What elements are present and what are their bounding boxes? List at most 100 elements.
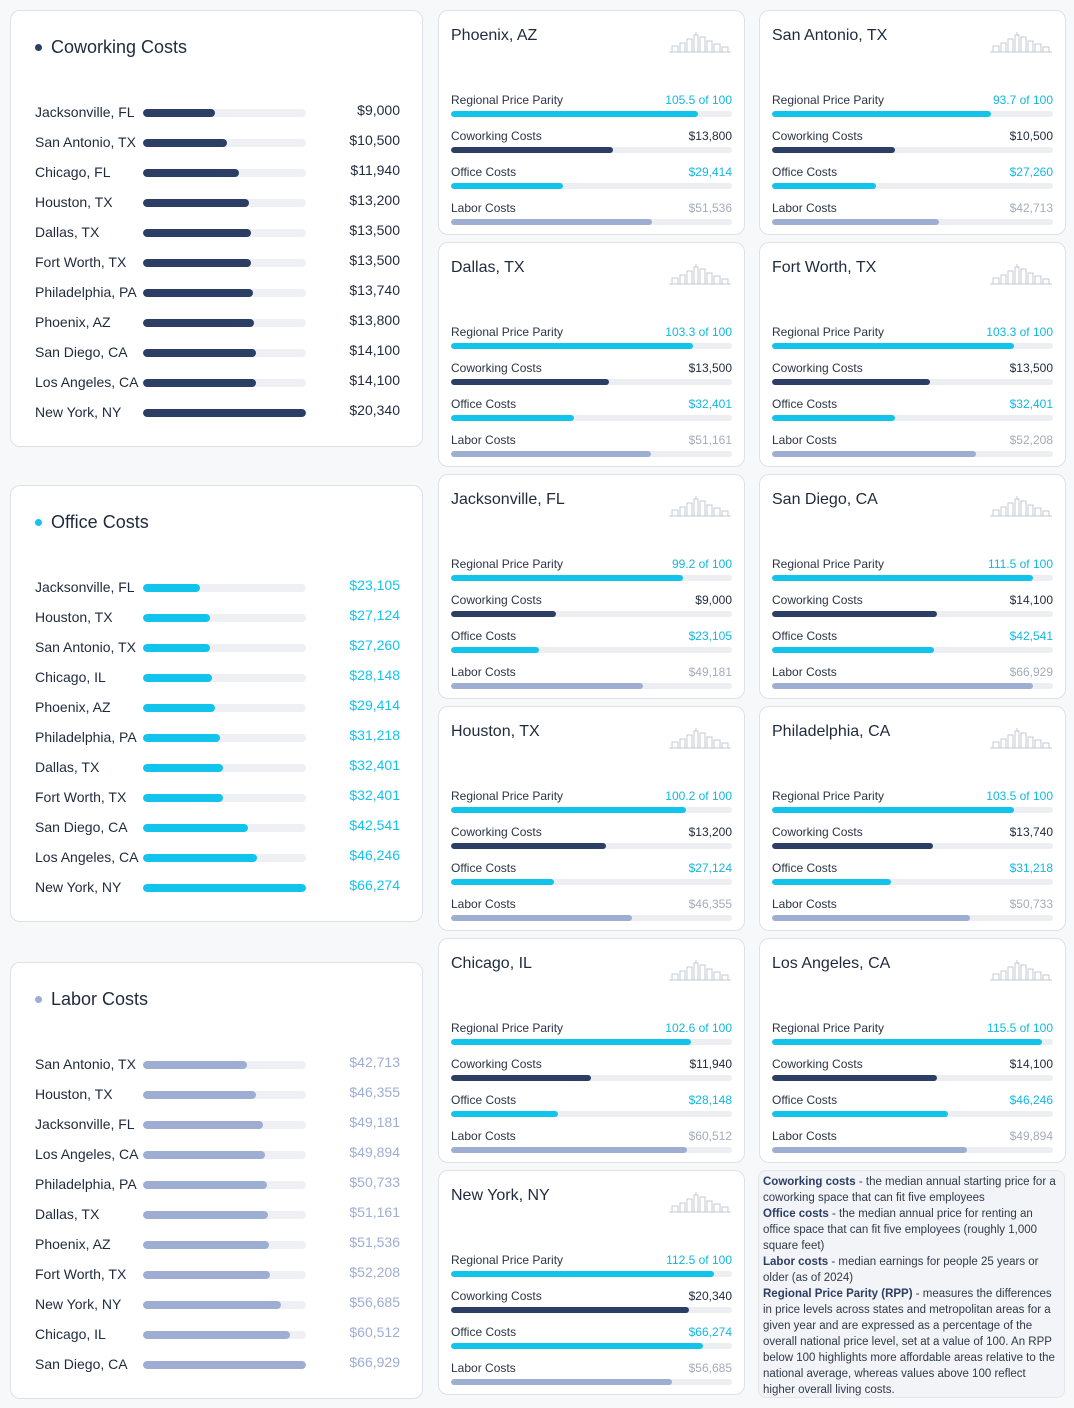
metric-labor: Labor Costs $51,161 xyxy=(451,433,732,469)
metric-coworking: Coworking Costs $14,100 xyxy=(772,1057,1053,1093)
metric-rpp: Regional Price Parity 115.5 of 100 xyxy=(772,1021,1053,1057)
ranking-city: San Antonio, TX xyxy=(35,1056,136,1072)
ranking-value: $60,512 xyxy=(349,1324,400,1340)
definition-labor: Labor costs - median earnings for people… xyxy=(763,1256,1039,1284)
ranking-value: $56,685 xyxy=(349,1294,400,1310)
ranking-row: San Antonio, TX $27,260 xyxy=(35,632,400,662)
metric-label: Office Costs xyxy=(772,165,838,179)
skyline-icon xyxy=(990,496,1052,517)
ranking-city: Los Angeles, CA xyxy=(35,849,139,865)
metric-value: $32,401 xyxy=(688,397,732,411)
skyline-icon xyxy=(669,728,731,749)
metric-bar-track xyxy=(451,1111,732,1117)
ranking-bar-track xyxy=(143,1361,306,1369)
metric-bar-track xyxy=(772,183,1053,189)
ranking-city: New York, NY xyxy=(35,1296,122,1312)
ranking-bar-track xyxy=(143,1091,306,1099)
ranking-city: San Antonio, TX xyxy=(35,134,136,150)
metric-labor: Labor Costs $46,355 xyxy=(451,897,732,933)
city-card: New York, NY Regional Price Parity 112.5 o… xyxy=(438,1170,745,1395)
metric-label: Labor Costs xyxy=(772,897,837,911)
ranking-row: Dallas, TX $32,401 xyxy=(35,752,400,782)
metric-bar xyxy=(772,807,1015,813)
city-name: Philadelphia, CA xyxy=(772,723,891,740)
metric-value: $10,500 xyxy=(1009,129,1053,143)
ranking-bar xyxy=(143,1241,269,1249)
city-name: Dallas, TX xyxy=(451,259,525,276)
ranking-title: Office Costs xyxy=(35,512,149,533)
ranking-row: Houston, TX $46,355 xyxy=(35,1079,400,1109)
metric-label: Coworking Costs xyxy=(451,1057,542,1071)
metric-value: 111.5 of 100 xyxy=(988,557,1053,571)
ranking-bar xyxy=(143,1301,282,1309)
metric-label: Regional Price Parity xyxy=(451,1253,564,1267)
metric-value: $23,105 xyxy=(688,629,732,643)
ranking-row: San Diego, CA $14,100 xyxy=(35,337,400,367)
metric-value: $13,500 xyxy=(688,361,732,375)
metric-value: $52,208 xyxy=(1009,433,1053,447)
city-name: Chicago, IL xyxy=(451,955,532,972)
city-name: Phoenix, AZ xyxy=(451,27,538,44)
ranking-row: Philadelphia, PA $50,733 xyxy=(35,1169,400,1199)
ranking-bar-track xyxy=(143,884,306,892)
metric-coworking: Coworking Costs $13,800 xyxy=(451,129,732,165)
ranking-city: Dallas, TX xyxy=(35,759,100,775)
ranking-row: Fort Worth, TX $13,500 xyxy=(35,247,400,277)
ranking-row: New York, NY $20,340 xyxy=(35,397,400,427)
metric-coworking: Coworking Costs $10,500 xyxy=(772,129,1053,165)
ranking-bar-track xyxy=(143,644,306,652)
city-card: Philadelphia, CA Regional Price Parity 103… xyxy=(759,706,1066,931)
ranking-city: San Diego, CA xyxy=(35,1356,128,1372)
ranking-row: Dallas, TX $51,161 xyxy=(35,1199,400,1229)
city-name: Jacksonville, FL xyxy=(451,491,565,508)
metric-value: $28,148 xyxy=(688,1093,732,1107)
metric-bar xyxy=(451,879,554,885)
ranking-city: Chicago, IL xyxy=(35,1326,106,1342)
metric-label: Regional Price Parity xyxy=(772,1021,885,1035)
skyline-icon xyxy=(669,1192,731,1213)
metric-bar-track xyxy=(772,415,1053,421)
ranking-value: $27,124 xyxy=(349,607,400,623)
metric-value: $29,414 xyxy=(688,165,732,179)
metric-value: $14,100 xyxy=(1009,593,1053,607)
ranking-value: $20,340 xyxy=(349,402,400,418)
metric-bar xyxy=(451,1111,558,1117)
metric-labor: Labor Costs $56,685 xyxy=(451,1361,732,1397)
metric-bar-track xyxy=(451,843,732,849)
metric-bar xyxy=(451,451,651,457)
ranking-city: Jacksonville, FL xyxy=(35,579,135,595)
metric-value: 105.5 of 100 xyxy=(665,93,732,107)
city-card: San Diego, CA Regional Price Parity 111.5 … xyxy=(759,474,1066,699)
ranking-value: $27,260 xyxy=(349,637,400,653)
metric-office: Office Costs $31,218 xyxy=(772,861,1053,897)
metric-value: 100.2 of 100 xyxy=(665,789,732,803)
metric-bar xyxy=(451,611,557,617)
metric-label: Labor Costs xyxy=(772,1129,837,1143)
ranking-value: $14,100 xyxy=(349,372,400,388)
ranking-value: $66,929 xyxy=(349,1354,400,1370)
city-name: San Antonio, TX xyxy=(772,27,888,44)
ranking-city: San Antonio, TX xyxy=(35,639,136,655)
metric-bar-track xyxy=(451,915,732,921)
skyline-icon xyxy=(669,264,731,285)
ranking-city: Chicago, FL xyxy=(35,164,111,180)
ranking-row: Dallas, TX $13,500 xyxy=(35,217,400,247)
metric-bar xyxy=(451,111,699,117)
ranking-bar-track xyxy=(143,229,306,237)
metric-bar xyxy=(772,647,934,653)
metric-bar-track xyxy=(451,1075,732,1081)
legend-dot-icon xyxy=(35,519,42,526)
metric-labor: Labor Costs $60,512 xyxy=(451,1129,732,1165)
ranking-bar xyxy=(143,614,210,622)
metric-coworking: Coworking Costs $13,200 xyxy=(451,825,732,861)
metric-rpp: Regional Price Parity 105.5 of 100 xyxy=(451,93,732,129)
metric-bar xyxy=(772,415,896,421)
ranking-bar xyxy=(143,109,216,117)
ranking-row: Chicago, IL $60,512 xyxy=(35,1319,400,1349)
metric-value: $60,512 xyxy=(688,1129,732,1143)
metric-office: Office Costs $32,401 xyxy=(772,397,1053,433)
metric-coworking: Coworking Costs $13,500 xyxy=(772,361,1053,397)
metric-bar-track xyxy=(772,683,1053,689)
metric-bar xyxy=(772,575,1034,581)
ranking-value: $13,740 xyxy=(349,282,400,298)
